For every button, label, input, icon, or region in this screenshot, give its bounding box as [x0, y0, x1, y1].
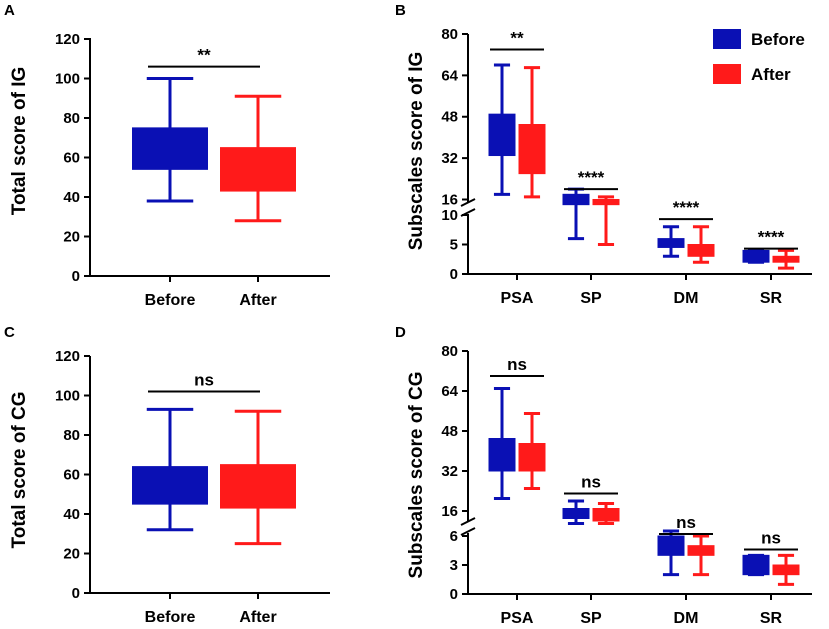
- y-tick-label-d: 6: [450, 528, 458, 545]
- significance-label: ns: [676, 513, 696, 532]
- significance-label: **: [197, 46, 211, 65]
- box-after: [772, 255, 800, 263]
- x-tick-label-a: Before: [145, 292, 196, 309]
- y-tick-label-c: 20: [63, 546, 80, 563]
- x-tick-label-c: Before: [145, 609, 196, 626]
- significance-label: **: [510, 29, 524, 48]
- y-tick-label-b: 0: [450, 266, 458, 283]
- box-before: [562, 508, 590, 519]
- panel-a: A Total score of IG 0 20 40 60 80 100 120 Befor…: [4, 2, 330, 309]
- legend-label-after: After: [751, 65, 791, 84]
- y-tick-label-c: 40: [63, 506, 80, 523]
- y-tick-label-a: 0: [72, 268, 80, 285]
- significance-label: ns: [507, 355, 527, 374]
- panel-letter-c: C: [4, 324, 15, 341]
- y-tick-label-d: 16: [441, 503, 458, 520]
- legend-swatch-after: [713, 64, 741, 84]
- y-tick-label-a: 40: [63, 189, 80, 206]
- y-axis-label-a: Total score of IG: [9, 67, 30, 216]
- significance-label: ****: [758, 228, 785, 247]
- y-tick-label-c: 60: [63, 467, 80, 484]
- x-tick-label-c: After: [239, 609, 276, 626]
- x-tick-label-b: SR: [760, 290, 783, 307]
- box-before: [132, 466, 208, 505]
- x-tick-label-b: PSA: [501, 290, 534, 307]
- y-tick-label-a: 120: [55, 31, 80, 48]
- y-tick-label-d: 0: [450, 586, 458, 603]
- axis-break-mark-d: [460, 527, 476, 536]
- y-tick-label-b: 5: [450, 237, 458, 254]
- box-before: [742, 249, 770, 263]
- y-tick-label-c: 80: [63, 427, 80, 444]
- x-tick-label-a: After: [239, 292, 276, 309]
- panel-letter-d: D: [395, 324, 406, 341]
- box-after: [687, 244, 715, 257]
- axis-break-mark-b: [460, 198, 476, 207]
- significance-label: ns: [761, 529, 781, 548]
- significance-label: ns: [194, 371, 214, 390]
- panel-letter-a: A: [4, 2, 15, 19]
- legend-swatch-before: [713, 29, 741, 49]
- y-tick-label-a: 60: [63, 150, 80, 167]
- significance-label: ****: [578, 168, 605, 187]
- box-before: [488, 113, 516, 157]
- box-before: [657, 238, 685, 248]
- significance-label: ****: [673, 198, 700, 217]
- box-before: [742, 554, 770, 576]
- box-after: [518, 124, 546, 175]
- y-tick-label-a: 20: [63, 229, 80, 246]
- y-axis-label-d: Subscales score of CG: [406, 372, 427, 579]
- y-tick-label-b: 16: [441, 191, 458, 208]
- y-tick-label-c: 120: [55, 348, 80, 365]
- y-axis-label-c: Total score of CG: [9, 392, 30, 549]
- y-tick-label-a: 100: [55, 71, 80, 88]
- panel-d: D Subscales score of CG 0 3 6 16 32 48 64 80 PSA…: [395, 324, 812, 627]
- panel-b: B Subscales score of IG Before After 0 5 1…: [395, 2, 812, 307]
- y-tick-label-c: 100: [55, 388, 80, 405]
- panel-letter-b: B: [395, 2, 406, 19]
- axis-break-mark-d: [460, 517, 476, 526]
- y-tick-label-d: 32: [441, 463, 458, 480]
- box-after: [220, 464, 296, 509]
- x-tick-label-d: SR: [760, 610, 783, 627]
- x-tick-label-d: DM: [674, 610, 699, 627]
- legend-label-before: Before: [751, 30, 805, 49]
- x-tick-label-d: PSA: [501, 610, 534, 627]
- y-tick-label-a: 80: [63, 110, 80, 127]
- y-axis-label-b: Subscales score of IG: [406, 52, 427, 251]
- x-tick-label-b: SP: [580, 290, 602, 307]
- y-tick-label-b: 48: [441, 109, 458, 126]
- box-before: [132, 127, 208, 170]
- box-before: [657, 535, 685, 556]
- x-tick-label-d: SP: [580, 610, 602, 627]
- box-after: [518, 443, 546, 472]
- y-tick-label-c: 0: [72, 585, 80, 602]
- y-tick-label-d: 64: [441, 383, 458, 400]
- box-after: [772, 564, 800, 576]
- y-tick-label-d: 80: [441, 343, 458, 360]
- box-before: [488, 438, 516, 472]
- box-after: [592, 198, 620, 206]
- y-tick-label-b: 80: [441, 26, 458, 43]
- y-tick-label-d: 3: [450, 557, 458, 574]
- box-before: [562, 193, 590, 206]
- x-tick-label-b: DM: [674, 290, 699, 307]
- significance-label: ns: [581, 473, 601, 492]
- box-after: [687, 545, 715, 556]
- y-tick-label-b: 64: [441, 67, 458, 84]
- y-tick-label-d: 48: [441, 423, 458, 440]
- box-after: [592, 508, 620, 522]
- y-tick-label-b: 10: [441, 207, 458, 224]
- panel-c: C Total score of CG 0 20 40 60 80 100 120 Befor…: [4, 324, 330, 626]
- box-after: [220, 147, 296, 192]
- y-tick-label-b: 32: [441, 150, 458, 167]
